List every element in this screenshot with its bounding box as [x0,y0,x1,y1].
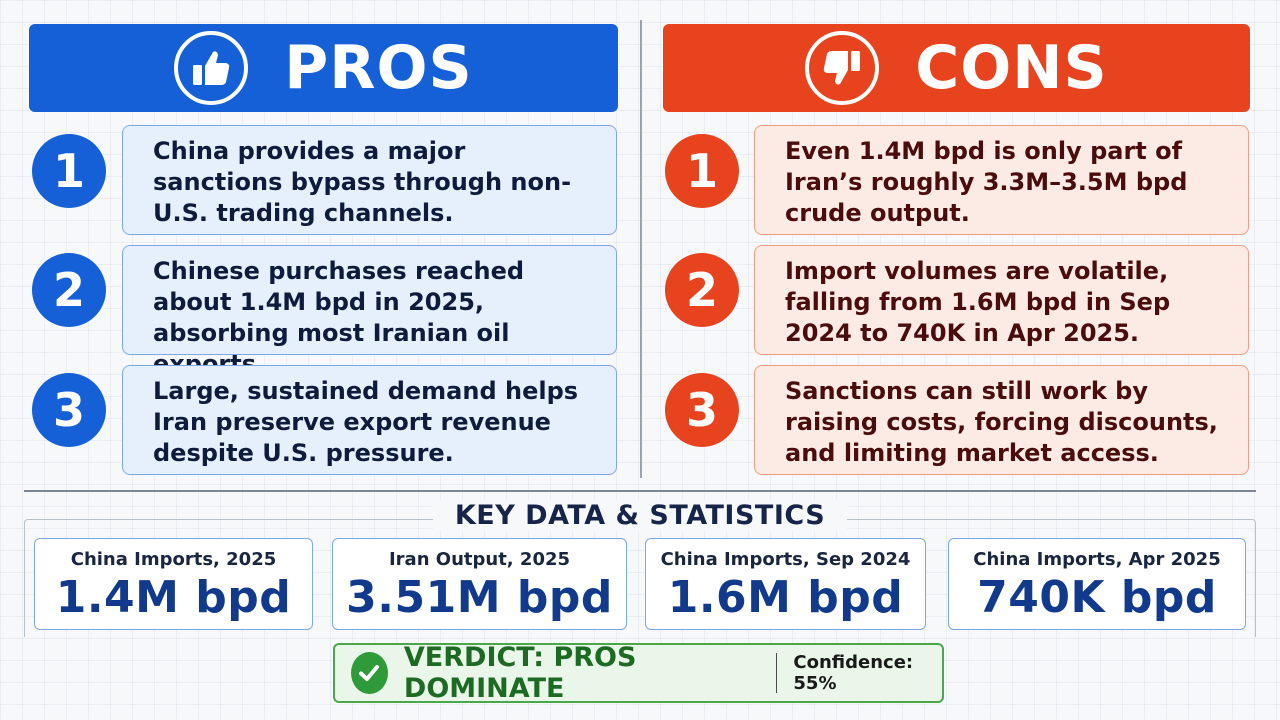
pros-item-3-number: 3 [32,373,106,447]
stat-label: Iran Output, 2025 [388,549,571,570]
stat-card-iran-output-2025: Iran Output, 2025 3.51M bpd [332,538,627,630]
verdict-separator [775,653,778,693]
stat-value: 1.4M bpd [55,572,292,623]
section-divider [24,490,1256,492]
pros-item-2-number: 2 [32,253,106,327]
pros-title: PROS [284,33,473,103]
stat-label: China Imports, 2025 [70,549,277,570]
verdict-banner: VERDICT: PROS DOMINATE Confidence: 55% [333,642,944,704]
pros-item-3: Large, sustained demand helps Iran prese… [122,365,617,475]
stat-card-china-imports-sep-2024: China Imports, Sep 2024 1.6M bpd [645,538,926,630]
pros-header: PROS [29,24,618,112]
cons-item-1-number: 1 [665,134,739,208]
cons-item-2-number: 2 [665,253,739,327]
cons-item-1: Even 1.4M bpd is only part of Iran’s rou… [754,125,1249,235]
cons-item-2: Import volumes are volatile, falling fro… [754,245,1249,355]
stat-value: 3.51M bpd [346,572,613,623]
stat-value: 740K bpd [977,572,1217,623]
stat-label: China Imports, Sep 2024 [660,549,911,570]
checkmark-icon [351,652,388,694]
stats-heading: KEY DATA & STATISTICS [0,500,1280,531]
cons-item-3-number: 3 [665,373,739,447]
cons-item-3: Sanctions can still work by raising cost… [754,365,1249,475]
stat-card-china-imports-apr-2025: China Imports, Apr 2025 740K bpd [948,538,1246,630]
stat-value: 1.6M bpd [667,572,904,623]
pros-item-2: Chinese purchases reached about 1.4M bpd… [122,245,617,378]
thumbs-down-icon [805,31,880,105]
cons-title: CONS [915,33,1108,103]
pros-item-1-number: 1 [32,134,106,208]
verdict-text: VERDICT: PROS DOMINATE [403,642,637,704]
stat-card-china-imports-2025: China Imports, 2025 1.4M bpd [34,538,313,630]
verdict-confidence: Confidence: 55% [793,652,914,694]
thumbs-up-icon [174,31,249,105]
cons-header: CONS [663,24,1250,112]
center-divider [640,20,642,478]
stats-heading-text: KEY DATA & STATISTICS [432,500,848,531]
stat-label: China Imports, Apr 2025 [973,549,1221,570]
pros-item-1: China provides a major sanctions bypass … [122,125,617,235]
